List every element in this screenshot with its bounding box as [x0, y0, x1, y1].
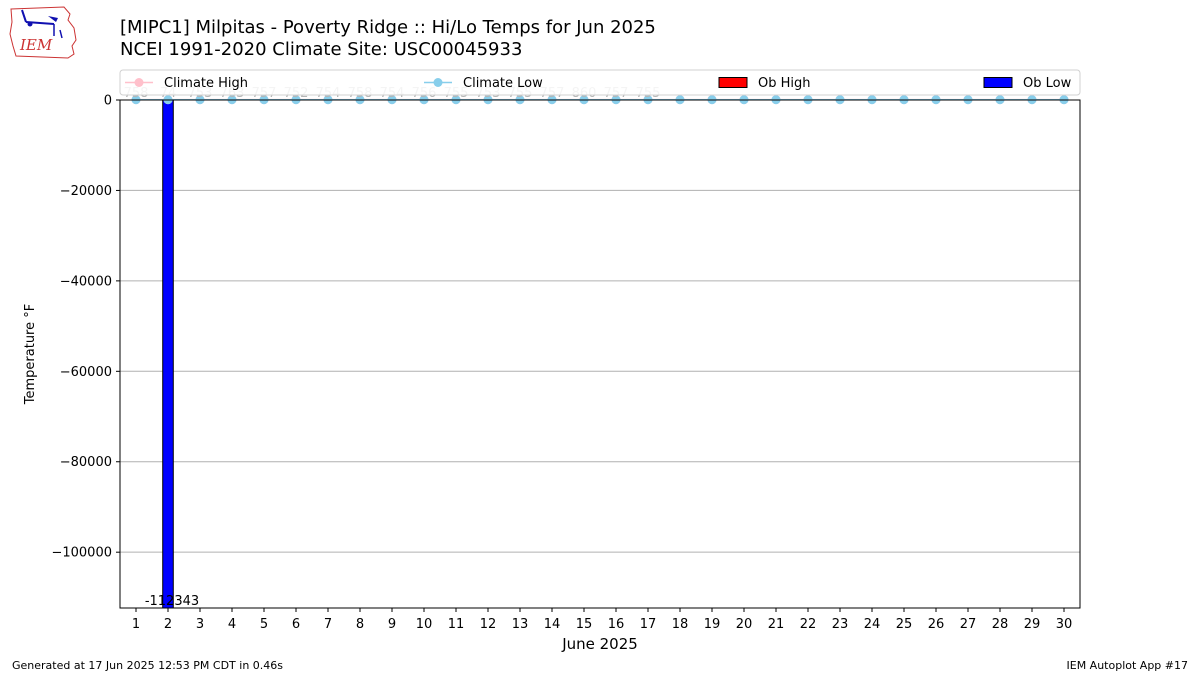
- x-tick-label: 20: [736, 617, 753, 632]
- x-tick-label: 6: [292, 617, 300, 632]
- x-tick-label: 16: [608, 617, 625, 632]
- x-tick-label: 18: [672, 617, 689, 632]
- chart-subtitle: NCEI 1991-2020 Climate Site: USC00045933: [120, 39, 523, 60]
- logo-text: IEM: [19, 36, 53, 54]
- x-tick-label: 27: [960, 617, 977, 632]
- x-tick-label: 9: [388, 617, 396, 632]
- x-tick-label: 17: [640, 617, 657, 632]
- x-tick-label: 13: [512, 617, 529, 632]
- x-tick-label: 24: [864, 617, 881, 632]
- x-tick-label: 2: [164, 617, 172, 632]
- legend-box: [119, 69, 1081, 96]
- legend-marker-swatch: [433, 78, 443, 87]
- generated-timestamp: Generated at 17 Jun 2025 12:53 PM CDT in…: [12, 659, 284, 672]
- x-tick-label: 25: [896, 617, 913, 632]
- x-tick-label: 21: [768, 617, 785, 632]
- y-axis-label: Temperature °F: [23, 304, 38, 405]
- legend[interactable]: Climate High Climate Low Ob High Ob Low: [119, 69, 1081, 96]
- grid-lines: [120, 99, 1080, 553]
- x-tick-label: 5: [260, 617, 268, 632]
- x-tick-label: 10: [416, 617, 433, 632]
- legend-marker-swatch: [134, 78, 144, 87]
- y-tick-label: −80000: [60, 455, 112, 470]
- y-tick-label: −60000: [60, 365, 112, 380]
- legend-bar-swatch: [983, 77, 1013, 88]
- x-tick-label: 1: [132, 617, 140, 632]
- chart-title: [MIPC1] Milpitas - Poverty Ridge :: Hi/L…: [120, 17, 656, 38]
- x-axis-label: June 2025: [561, 635, 638, 653]
- x-tick-label: 8: [356, 617, 364, 632]
- legend-label: Climate Low: [463, 76, 543, 91]
- legend-label: Climate High: [164, 76, 248, 91]
- x-tick-label: 14: [544, 617, 561, 632]
- y-tick-label: −20000: [60, 184, 112, 199]
- y-tick-label: −40000: [60, 274, 112, 289]
- x-tick-label: 23: [832, 617, 849, 632]
- x-tick-label: 7: [324, 617, 332, 632]
- app-credit: IEM Autoplot App #17: [1066, 659, 1189, 672]
- x-tick-label: 12: [480, 617, 497, 632]
- x-tick-label: 19: [704, 617, 721, 632]
- x-tick-label: 15: [576, 617, 593, 632]
- iem-logo: IEM: [9, 6, 77, 59]
- ob-low-bar-label: -112343: [145, 594, 199, 609]
- x-tick-label: 11: [448, 617, 465, 632]
- legend-label: Ob Low: [1023, 76, 1072, 91]
- legend-bar-swatch: [718, 77, 748, 88]
- x-tick-label: 22: [800, 617, 817, 632]
- x-tick-label: 26: [928, 617, 945, 632]
- x-tick-label: 4: [228, 617, 236, 632]
- x-tick-label: 29: [1024, 617, 1041, 632]
- bars: -112343: [145, 99, 199, 609]
- y-tick-label: 0: [104, 94, 112, 109]
- y-tick-label: −100000: [51, 546, 112, 561]
- ob-low-bar: [162, 99, 174, 609]
- legend-label: Ob High: [758, 76, 811, 91]
- plot-frame: [119, 99, 1081, 609]
- x-tick-label: 3: [196, 617, 204, 632]
- x-tick-label: 28: [992, 617, 1009, 632]
- x-tick-label: 30: [1056, 617, 1073, 632]
